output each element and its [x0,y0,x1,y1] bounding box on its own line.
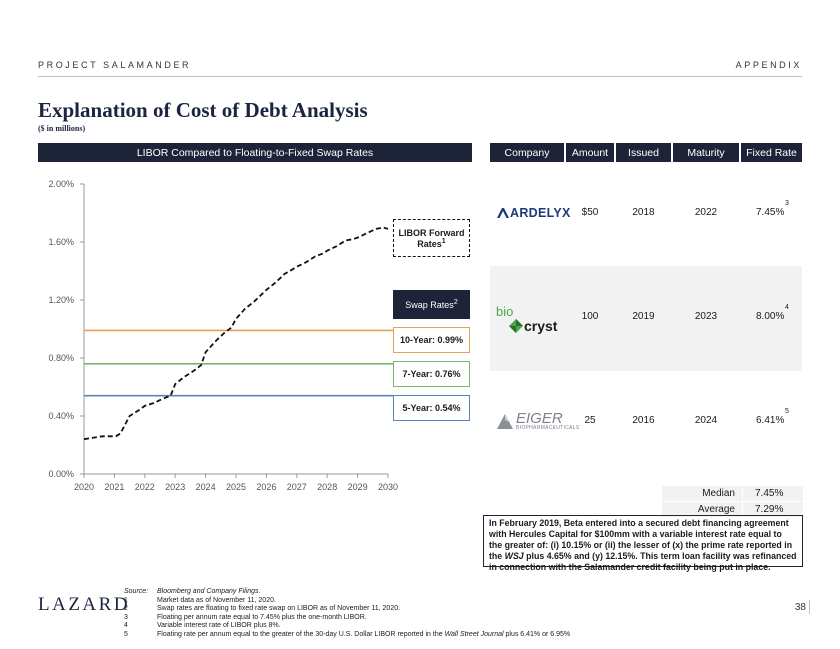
libor-swap-chart: 0.00%0.40%0.80%1.20%1.60%2.00% 2020 2021 2… [48,179,398,492]
maturity-cell: 2022 [694,207,718,218]
eiger-logo: EIGER BIOPHARMACEUTICALS [496,408,579,434]
x-tick-label: 2030 [378,482,398,492]
footnote-4: 4 Variable interest rate of LIBOR plus 8%… [124,622,281,630]
y-tick-label: 0.40% [48,411,74,421]
x-tick-label: 2021 [104,482,124,492]
section-label: APPENDIX [735,60,802,70]
footnote-5: 5 Floating rate per annum equal to the gr… [124,630,571,638]
x-tick-label: 2020 [74,482,94,492]
fixed-rate-cell: 6.41% [756,415,785,426]
footnote-marker: 4 [785,304,789,311]
chart-section-title: LIBOR Compared to Floating-to-Fixed Swap… [38,143,472,162]
page-subtitle: ($ in millions) [38,124,86,133]
footnote-1: 1 Market data as of November 11, 2020. [124,596,276,604]
amount-cell: 100 [581,311,599,322]
header-divider [38,76,802,77]
x-tick-label: 2026 [256,482,276,492]
table-row-shade [490,266,802,371]
page-title: Explanation of Cost of Debt Analysis [38,98,368,122]
page-number-divider [809,600,810,614]
x-tick-label: 2025 [226,482,246,492]
x-tick-label: 2023 [165,482,185,492]
fixed-rate-cell: 8.00% [756,311,785,322]
median-value: 7.45% [743,486,803,501]
seven-year-swap-callout: 7-Year: 0.76% [393,361,470,387]
swap-rate-lines [84,329,393,397]
y-axis: 0.00% 0.40% 0.80% 1.20% 1.60% 2.00% [48,179,85,479]
issued-cell: 2016 [632,415,655,426]
y-tick-label: 2.00% [48,179,74,189]
fixed-rate-cell: 7.45% [756,207,785,218]
col-header-maturity: Maturity [673,143,739,162]
five-year-swap-callout: 5-Year: 0.54% [393,395,470,421]
amount-cell: 25 [584,415,596,426]
x-tick-label: 2024 [196,482,216,492]
y-tick-label: 1.60% [48,237,74,247]
ardelyx-logo: ARDELYX [496,205,571,221]
amount-cell: $50 [581,207,599,218]
footnote-3: 3 Floating per annum rate equal to 7.45% … [124,613,367,621]
median-label: Median [662,486,742,501]
maturity-cell: 2024 [694,415,718,426]
y-tick-label: 0.80% [48,353,74,363]
x-tick-label: 2029 [348,482,368,492]
x-tick-label: 2022 [135,482,155,492]
col-header-company: Company [490,143,564,162]
x-tick-label: 2028 [317,482,337,492]
maturity-cell: 2023 [694,311,718,322]
eiger-mountain-icon [497,414,513,429]
footnote-2: 2 Swap rates are floating to fixed rate s… [124,605,401,613]
y-tick-label: 1.20% [48,295,74,305]
libor-forward-series [83,226,389,441]
average-label: Average [662,502,742,517]
biocryst-logo: bio cryst [496,304,558,334]
ardelyx-mark-icon [497,208,509,218]
x-axis: 2020 2021 2022 2023 2024 2025 2026 2027 2028 2029… [74,473,398,492]
libor-forward-callout: LIBOR Forward Rates1 [393,219,470,257]
libor-forward-line [83,226,389,441]
page-number: 38 [794,602,806,613]
ten-year-swap-callout: 10-Year: 0.99% [393,327,470,353]
average-value: 7.29% [743,502,803,517]
col-header-amount: Amount [566,143,614,162]
source-line: Source: Bloomberg and Company Filings. [124,588,261,595]
col-header-issued: Issued [616,143,671,162]
footnote-marker: 3 [785,200,789,207]
lazard-logo: LAZARD [38,594,131,615]
project-name: PROJECT SALAMANDER [38,60,192,70]
footnote-marker: 5 [785,408,789,415]
biocryst-crystal-icon [509,319,523,333]
x-tick-label: 2027 [287,482,307,492]
y-tick-label: 0.00% [48,469,74,479]
financing-note: In February 2019, Beta entered into a se… [483,515,803,572]
col-header-fixed-rate: Fixed Rate [741,143,802,162]
swap-rates-label: Swap Rates2 [393,290,470,319]
issued-cell: 2018 [632,207,655,218]
issued-cell: 2019 [632,311,655,322]
